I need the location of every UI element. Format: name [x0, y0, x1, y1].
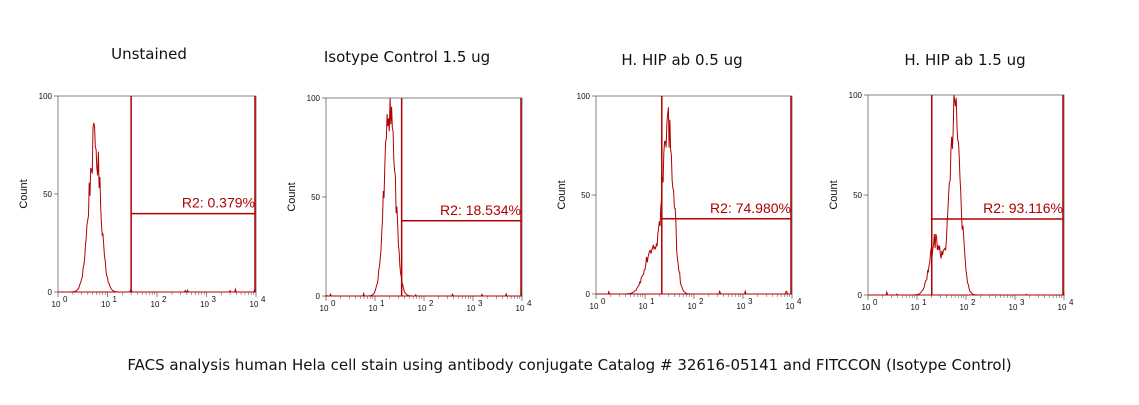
x-tick-exponent: 2	[162, 295, 167, 304]
x-tick-label: 10	[639, 302, 648, 311]
x-tick-label: 10	[688, 302, 697, 311]
x-tick-exponent: 1	[922, 298, 927, 307]
panel-title-3: H. HIP ab 0.5 ug	[621, 51, 743, 69]
histogram-series	[596, 107, 792, 295]
x-tick-label: 10	[1058, 303, 1067, 312]
panel-title-2: Isotype Control 1.5 ug	[323, 48, 491, 66]
y-axis-label: Count	[828, 180, 840, 209]
gate-label: R2: 74.980%	[710, 200, 791, 216]
x-tick-exponent: 3	[212, 295, 217, 304]
x-tick-exponent: 0	[331, 299, 336, 308]
y-tick-label: 100	[307, 94, 321, 103]
gate-label: R2: 18.534%	[440, 202, 521, 218]
y-tick-label: 0	[586, 290, 591, 299]
x-tick-label: 10	[737, 302, 746, 311]
x-tick-label: 10	[467, 304, 476, 313]
histogram-series	[324, 97, 522, 297]
x-tick-label: 10	[418, 304, 427, 313]
x-tick-label: 10	[52, 300, 61, 309]
x-tick-exponent: 0	[63, 295, 68, 304]
y-tick-label: 100	[39, 92, 53, 101]
x-tick-exponent: 1	[650, 297, 655, 306]
x-tick-label: 10	[250, 300, 259, 309]
x-tick-exponent: 4	[261, 295, 266, 304]
y-tick-label: 50	[311, 193, 320, 202]
x-tick-exponent: 3	[748, 297, 753, 306]
x-tick-exponent: 0	[601, 297, 606, 306]
y-tick-label: 0	[316, 292, 321, 301]
x-tick-label: 10	[516, 304, 525, 313]
gate-label: R2: 0.379%	[182, 195, 255, 211]
y-tick-label: 100	[577, 92, 591, 101]
x-tick-label: 10	[862, 303, 871, 312]
histogram-series	[868, 94, 1065, 296]
x-tick-exponent: 1	[113, 295, 118, 304]
x-tick-label: 10	[960, 303, 969, 312]
x-tick-exponent: 4	[527, 299, 532, 308]
x-tick-label: 10	[786, 302, 795, 311]
y-axis-label: Count	[286, 182, 298, 211]
x-tick-label: 10	[911, 303, 920, 312]
x-tick-exponent: 3	[478, 299, 483, 308]
y-tick-label: 50	[853, 191, 862, 200]
y-tick-label: 100	[849, 91, 863, 100]
x-tick-label: 10	[369, 304, 378, 313]
x-tick-exponent: 2	[699, 297, 704, 306]
histogram-series	[58, 122, 256, 293]
y-tick-label: 50	[43, 190, 52, 199]
y-tick-label: 50	[581, 191, 590, 200]
y-axis-label: Count	[18, 179, 30, 208]
y-tick-label: 0	[858, 291, 863, 300]
x-tick-exponent: 4	[1069, 298, 1074, 307]
gate-label: R2: 93.116%	[983, 200, 1063, 216]
x-tick-label: 10	[590, 302, 599, 311]
x-tick-label: 10	[200, 300, 209, 309]
x-tick-exponent: 2	[429, 299, 434, 308]
panel-title-4: H. HIP ab 1.5 ug	[904, 51, 1026, 69]
x-tick-label: 10	[101, 300, 110, 309]
panel-title-1: Unstained	[111, 45, 187, 63]
x-tick-exponent: 1	[380, 299, 385, 308]
y-tick-label: 0	[48, 288, 53, 297]
x-tick-exponent: 4	[797, 297, 802, 306]
x-tick-exponent: 3	[1020, 298, 1025, 307]
x-tick-label: 10	[151, 300, 160, 309]
y-axis-label: Count	[556, 180, 568, 209]
x-tick-label: 10	[320, 304, 329, 313]
x-tick-exponent: 2	[971, 298, 976, 307]
x-tick-label: 10	[1009, 303, 1018, 312]
x-tick-exponent: 0	[873, 298, 878, 307]
figure-caption: FACS analysis human Hela cell stain usin…	[127, 356, 1012, 374]
